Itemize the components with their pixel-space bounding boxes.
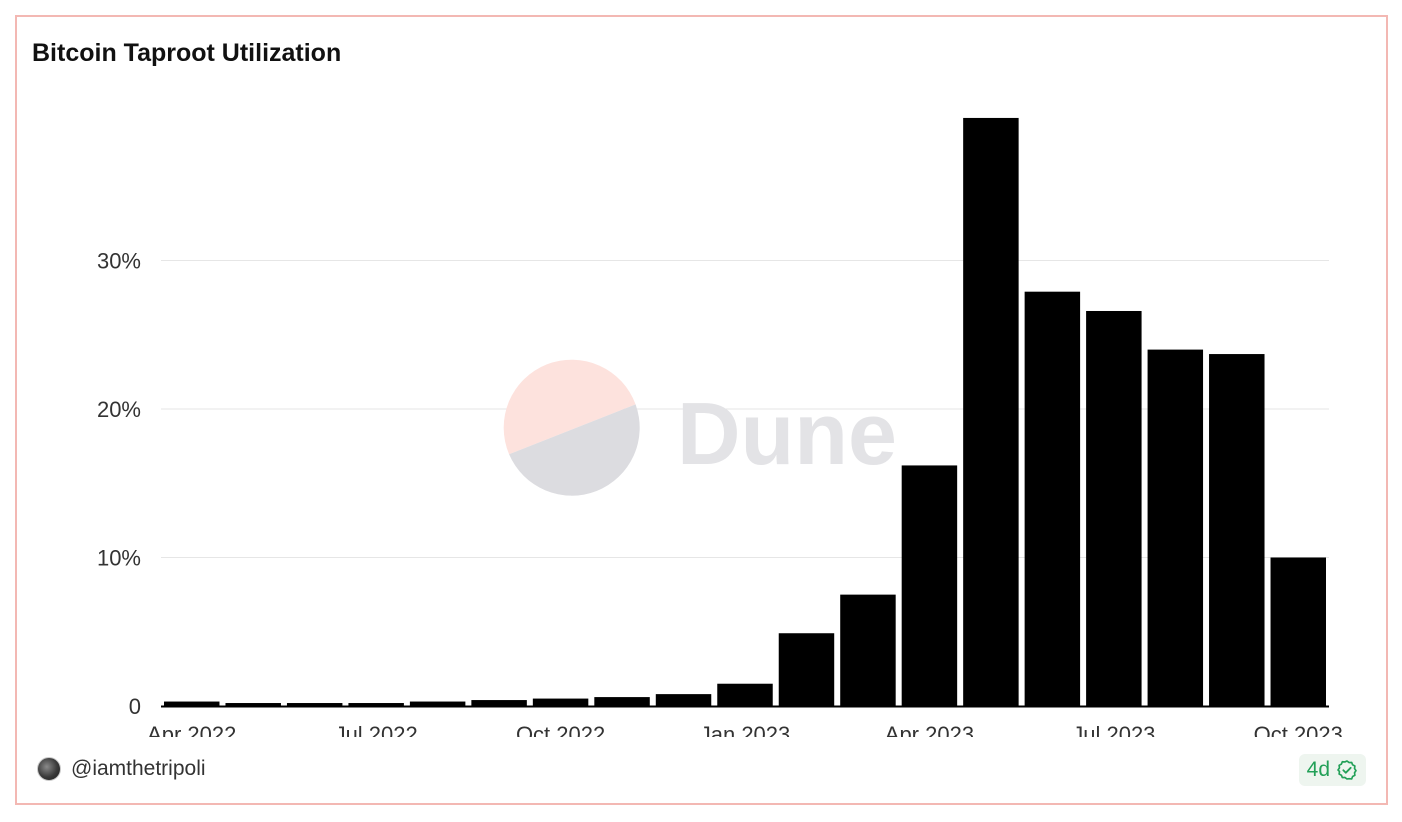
chart-card: Bitcoin Taproot Utilization Dune 0 10% 20%… xyxy=(15,15,1388,805)
x-tick-label: Apr 2023 xyxy=(885,722,974,737)
verified-check-icon xyxy=(1337,760,1357,780)
dune-watermark: Dune xyxy=(503,359,897,496)
y-tick-label: 20% xyxy=(97,397,141,422)
y-tick-label: 10% xyxy=(97,546,141,571)
bar-2022-09[interactable] xyxy=(471,700,527,706)
bar-2023-05[interactable] xyxy=(963,117,1019,706)
y-tick-label: 30% xyxy=(97,249,141,274)
axes: 0 10% 20% 30% Apr 2022 Jul 2022 Oct 2022 Jan 20… xyxy=(97,249,1343,738)
bar-2023-09[interactable] xyxy=(1209,354,1265,706)
x-tick-label: Oct 2023 xyxy=(1254,722,1343,737)
x-tick-label: Jul 2023 xyxy=(1072,722,1155,737)
x-tick-label: Apr 2022 xyxy=(147,722,236,737)
bar-2022-04[interactable] xyxy=(164,701,220,706)
bar-2022-08[interactable] xyxy=(409,701,466,706)
y-tick-label: 0 xyxy=(129,694,141,719)
watermark-logo-bottom xyxy=(509,404,640,496)
x-tick-label: Oct 2022 xyxy=(516,722,605,737)
bar-2023-02[interactable] xyxy=(778,633,835,706)
bar-2023-08[interactable] xyxy=(1147,349,1204,706)
age-badge[interactable]: 4d xyxy=(1298,754,1366,786)
x-tick-label: Jul 2022 xyxy=(335,722,418,737)
bar-2023-03[interactable] xyxy=(840,594,896,706)
bar-2023-04[interactable] xyxy=(901,465,958,706)
watermark-logo-top xyxy=(503,359,636,455)
bar-2023-06[interactable] xyxy=(1024,291,1081,706)
age-label: 4d xyxy=(1306,758,1330,781)
bar-chart: Dune 0 10% 20% 30% Apr 2022 Jul 2022 Oct 2022 J… xyxy=(97,117,1343,738)
bar-2023-10[interactable] xyxy=(1270,557,1326,707)
bar-2022-10[interactable] xyxy=(532,698,589,706)
bar-2022-07[interactable] xyxy=(348,703,404,706)
x-tick-label: Jan 2023 xyxy=(700,722,791,737)
bars xyxy=(164,117,1326,707)
watermark-text: Dune xyxy=(677,384,897,483)
bar-2022-12[interactable] xyxy=(655,694,712,706)
author-name: @iamthetripoli xyxy=(71,757,206,780)
bar-2023-01[interactable] xyxy=(717,683,773,706)
avatar xyxy=(37,757,61,781)
bar-2023-07[interactable] xyxy=(1086,310,1142,706)
chart-title: Bitcoin Taproot Utilization xyxy=(32,39,342,67)
bar-2022-05[interactable] xyxy=(225,703,281,706)
author-link[interactable]: @iamthetripoli xyxy=(37,757,206,781)
bar-2022-11[interactable] xyxy=(594,697,650,706)
bar-2022-06[interactable] xyxy=(286,703,343,706)
